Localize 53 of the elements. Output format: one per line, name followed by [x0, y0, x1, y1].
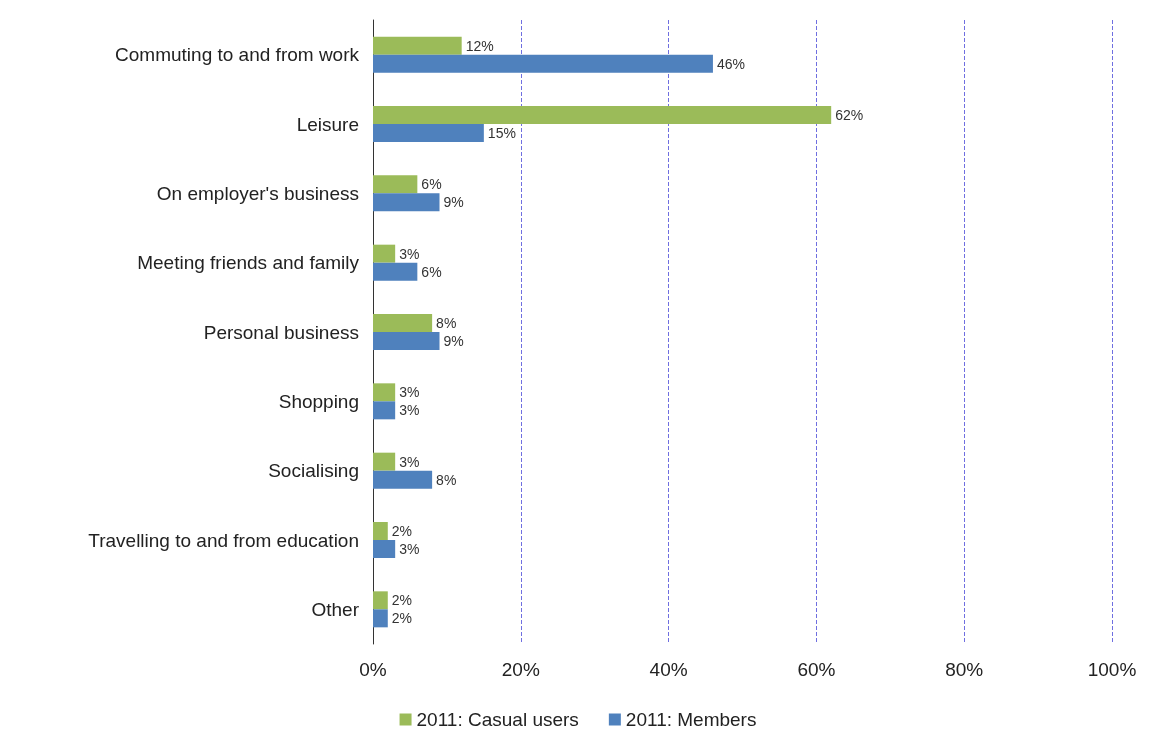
- bar: [373, 401, 396, 420]
- x-tick-label: 80%: [945, 659, 984, 680]
- bar: [373, 591, 388, 610]
- data-label: 3%: [399, 541, 420, 557]
- bar: [373, 193, 440, 212]
- bar: [373, 175, 418, 194]
- bar: [373, 609, 388, 628]
- y-tick-label: Leisure: [296, 113, 359, 135]
- data-label: 12%: [465, 37, 494, 54]
- x-tick-label: 20%: [501, 659, 540, 680]
- bar: [373, 332, 440, 350]
- bar: [373, 124, 484, 142]
- data-label: 2%: [391, 523, 413, 539]
- data-label: 62%: [835, 107, 864, 123]
- data-label: 2%: [391, 610, 413, 627]
- y-tick-label: Meeting friends and family: [137, 252, 360, 274]
- bar: [373, 106, 832, 124]
- data-label: 6%: [421, 263, 442, 280]
- x-tick-label: 60%: [797, 659, 836, 680]
- x-tick-label: 0%: [359, 659, 387, 680]
- data-label: 2%: [391, 592, 413, 609]
- bar: [373, 314, 433, 332]
- data-label: 8%: [436, 315, 457, 331]
- bar: [373, 452, 396, 471]
- y-tick-label: Other: [311, 598, 360, 620]
- bar: [373, 540, 396, 558]
- data-label: 8%: [436, 471, 457, 488]
- y-tick-label: Shopping: [278, 390, 359, 412]
- data-label: 6%: [421, 176, 442, 193]
- bar: [373, 36, 462, 55]
- legend-label: 2011: Members: [625, 709, 757, 730]
- data-label: 46%: [716, 55, 745, 72]
- y-tick-label: Personal business: [203, 321, 359, 343]
- y-tick-label: On employer's business: [156, 182, 359, 204]
- data-label: 3%: [399, 402, 420, 419]
- legend-label: 2011: Casual users: [416, 709, 579, 730]
- bar: [373, 262, 418, 281]
- data-label: 15%: [487, 125, 516, 141]
- data-label: 3%: [399, 245, 420, 262]
- y-tick-label: Commuting to and from work: [115, 44, 360, 66]
- y-tick-label: Socialising: [268, 460, 359, 482]
- x-tick-label: 40%: [649, 659, 688, 680]
- bar: [373, 244, 396, 263]
- bar: [373, 522, 388, 540]
- data-label: 3%: [399, 384, 420, 401]
- data-label: 9%: [443, 333, 464, 349]
- data-label: 9%: [443, 194, 464, 211]
- bar: [373, 470, 433, 489]
- bar: [373, 383, 396, 402]
- x-tick-label: 100%: [1087, 659, 1137, 680]
- y-tick-label: Travelling to and from education: [88, 529, 359, 551]
- bar: [373, 54, 713, 73]
- data-label: 3%: [399, 453, 420, 470]
